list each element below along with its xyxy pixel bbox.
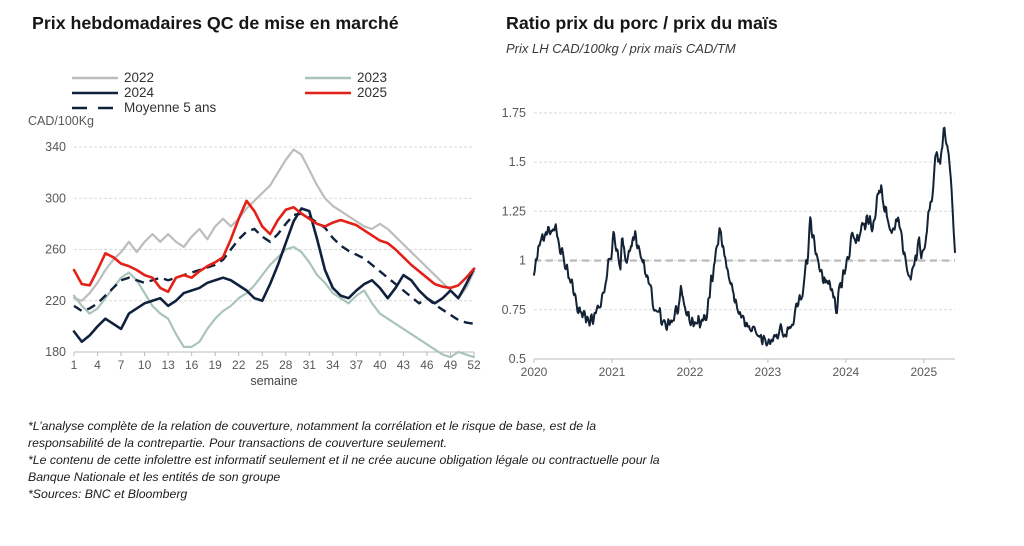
svg-text:260: 260 xyxy=(45,243,66,257)
svg-text:1.75: 1.75 xyxy=(502,106,526,120)
svg-text:40: 40 xyxy=(373,358,387,372)
svg-text:34: 34 xyxy=(326,358,340,372)
svg-text:2023: 2023 xyxy=(755,365,782,379)
svg-text:49: 49 xyxy=(444,358,458,372)
svg-text:220: 220 xyxy=(45,294,66,308)
svg-text:2024: 2024 xyxy=(124,85,155,100)
svg-text:semaine: semaine xyxy=(250,374,297,388)
svg-text:1.25: 1.25 xyxy=(502,204,526,218)
svg-text:52: 52 xyxy=(467,358,481,372)
svg-text:2021: 2021 xyxy=(599,365,626,379)
svg-text:2024: 2024 xyxy=(833,365,860,379)
svg-text:2022: 2022 xyxy=(124,70,154,85)
svg-text:300: 300 xyxy=(45,191,66,205)
svg-text:1: 1 xyxy=(519,254,526,268)
svg-text:4: 4 xyxy=(94,358,101,372)
svg-text:46: 46 xyxy=(420,358,434,372)
svg-text:28: 28 xyxy=(279,358,293,372)
svg-text:22: 22 xyxy=(232,358,246,372)
svg-text:19: 19 xyxy=(208,358,222,372)
svg-text:25: 25 xyxy=(256,358,270,372)
svg-text:2022: 2022 xyxy=(677,365,704,379)
svg-text:1.5: 1.5 xyxy=(509,155,526,169)
svg-text:CAD/100Kg: CAD/100Kg xyxy=(28,114,94,128)
svg-text:37: 37 xyxy=(350,358,364,372)
svg-text:180: 180 xyxy=(45,345,66,359)
svg-text:0.5: 0.5 xyxy=(509,352,526,366)
svg-text:Moyenne 5 ans: Moyenne 5 ans xyxy=(124,100,217,115)
svg-text:2023: 2023 xyxy=(357,70,387,85)
svg-text:31: 31 xyxy=(303,358,317,372)
svg-text:7: 7 xyxy=(118,358,125,372)
svg-text:13: 13 xyxy=(161,358,175,372)
svg-text:1: 1 xyxy=(71,358,78,372)
svg-text:16: 16 xyxy=(185,358,199,372)
svg-text:2020: 2020 xyxy=(521,365,548,379)
svg-text:2025: 2025 xyxy=(357,85,387,100)
svg-text:340: 340 xyxy=(45,140,66,154)
svg-text:43: 43 xyxy=(397,358,411,372)
svg-text:0.75: 0.75 xyxy=(502,303,526,317)
svg-text:2025: 2025 xyxy=(910,365,937,379)
svg-text:10: 10 xyxy=(138,358,152,372)
